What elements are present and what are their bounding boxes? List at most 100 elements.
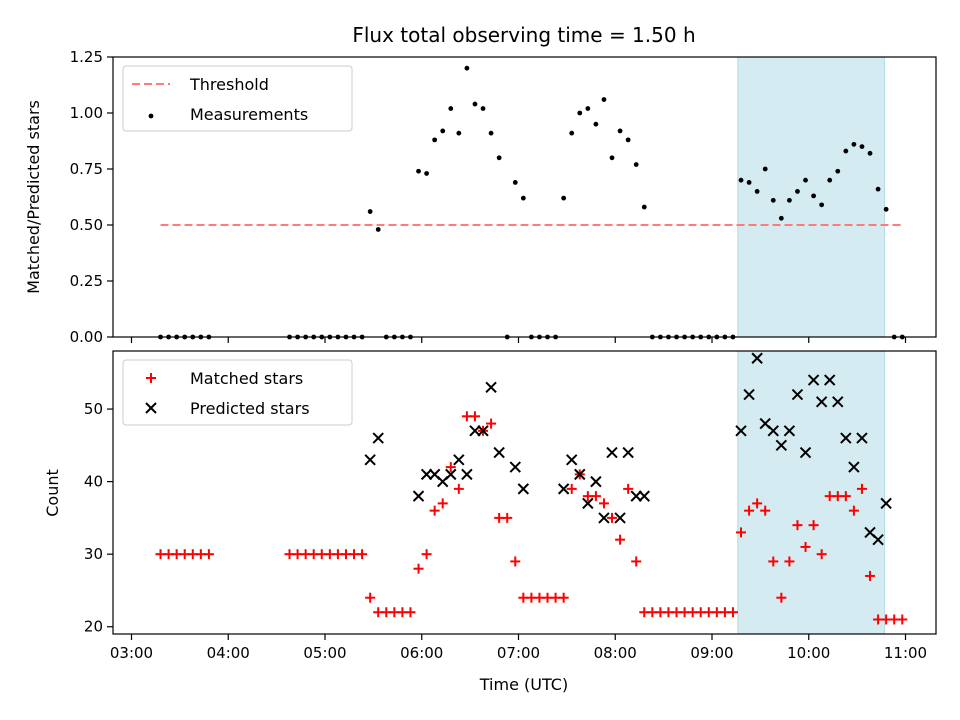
data-point xyxy=(783,425,796,437)
x-tick-label: 11:00 xyxy=(884,644,927,662)
data-point xyxy=(464,65,470,71)
data-point xyxy=(784,556,795,567)
data-point xyxy=(832,396,844,408)
bottom-axes-frame xyxy=(112,350,937,635)
data-point xyxy=(840,432,852,444)
data-point xyxy=(803,177,808,183)
x-tick-label: 06:00 xyxy=(400,644,443,662)
data-point xyxy=(638,490,650,502)
top-axes-frame xyxy=(112,56,937,338)
data-point xyxy=(800,541,811,552)
y-tick-label: 0.75 xyxy=(70,160,103,178)
data-point xyxy=(751,352,763,364)
data-point xyxy=(760,505,771,516)
data-point xyxy=(598,512,610,524)
legend-entry-label: Measurements xyxy=(190,105,308,124)
data-point xyxy=(445,462,456,473)
data-point xyxy=(631,556,642,567)
data-point xyxy=(421,549,432,560)
data-point xyxy=(469,411,480,422)
data-point xyxy=(372,432,384,444)
data-point xyxy=(835,168,841,174)
data-point xyxy=(735,425,747,437)
data-point xyxy=(808,520,819,531)
x-tick-label: 07:00 xyxy=(497,644,540,662)
data-point xyxy=(807,374,820,386)
data-point xyxy=(767,425,779,437)
data-point xyxy=(432,137,438,143)
data-point xyxy=(424,171,429,176)
data-point xyxy=(843,148,849,154)
data-point xyxy=(738,177,744,183)
data-point xyxy=(569,130,575,136)
data-point xyxy=(883,206,889,212)
data-point xyxy=(776,592,787,603)
data-point xyxy=(405,607,416,618)
data-point xyxy=(453,483,464,494)
data-point xyxy=(574,468,586,481)
data-point xyxy=(848,461,860,473)
x-axis-label: Time (UTC) xyxy=(479,675,568,694)
y-tick-label: 40 xyxy=(84,473,103,491)
data-point xyxy=(440,128,446,134)
data-point xyxy=(502,512,513,523)
data-point xyxy=(859,144,865,150)
data-point xyxy=(453,454,465,466)
data-point xyxy=(819,202,825,208)
y-tick-label: 0.25 xyxy=(70,272,103,290)
data-point xyxy=(791,388,804,401)
data-point xyxy=(606,446,618,459)
data-point xyxy=(598,498,609,509)
x-tick-label: 04:00 xyxy=(207,644,250,662)
data-point xyxy=(520,195,526,201)
data-point xyxy=(795,189,800,194)
data-point xyxy=(848,505,859,516)
data-point xyxy=(736,527,747,538)
data-point xyxy=(897,614,908,625)
top-panel: 0.00 0.25 0.50 0.75 1.00 1.25 Threshold Measure… xyxy=(70,48,937,346)
data-point xyxy=(557,483,570,495)
data-point xyxy=(880,497,892,510)
data-point xyxy=(816,549,827,560)
data-point xyxy=(375,227,381,232)
data-point xyxy=(727,607,738,618)
top-y-axis-label: Matched/Predicted stars xyxy=(24,100,43,294)
data-point xyxy=(607,512,618,523)
y-tick-label: 1.00 xyxy=(70,104,103,122)
data-point xyxy=(615,534,626,545)
data-point xyxy=(448,106,454,111)
data-point xyxy=(496,155,502,161)
x-tick-label: 05:00 xyxy=(303,644,346,662)
data-point xyxy=(622,446,634,459)
data-point xyxy=(590,475,602,488)
data-point xyxy=(512,180,518,185)
data-point xyxy=(609,155,615,161)
data-point xyxy=(367,209,373,214)
data-point xyxy=(872,533,884,546)
data-point xyxy=(437,498,448,509)
y-tick-label: 0.50 xyxy=(70,216,103,234)
top-highlight-span xyxy=(737,56,886,338)
bottom-series-0 xyxy=(155,411,908,625)
data-point xyxy=(623,483,634,494)
data-point xyxy=(768,556,779,567)
data-point xyxy=(754,189,760,194)
data-point xyxy=(480,106,486,111)
data-point xyxy=(364,454,376,466)
data-point xyxy=(799,446,812,459)
data-point xyxy=(633,162,639,167)
legend-entry-label: Threshold xyxy=(189,75,269,94)
data-point xyxy=(811,193,816,199)
top-legend: Threshold Measurements xyxy=(122,65,353,132)
data-point xyxy=(778,215,784,221)
chart-title: Flux total observing time = 1.50 h xyxy=(352,23,695,47)
y-tick-label: 50 xyxy=(84,400,103,418)
bottom-legend: Matched stars Predicted stars xyxy=(122,359,353,426)
data-point xyxy=(517,483,530,495)
legend-plus-marker xyxy=(146,373,156,383)
data-point xyxy=(746,180,752,185)
data-point xyxy=(445,468,457,481)
data-point xyxy=(856,432,868,444)
data-point xyxy=(203,549,214,560)
